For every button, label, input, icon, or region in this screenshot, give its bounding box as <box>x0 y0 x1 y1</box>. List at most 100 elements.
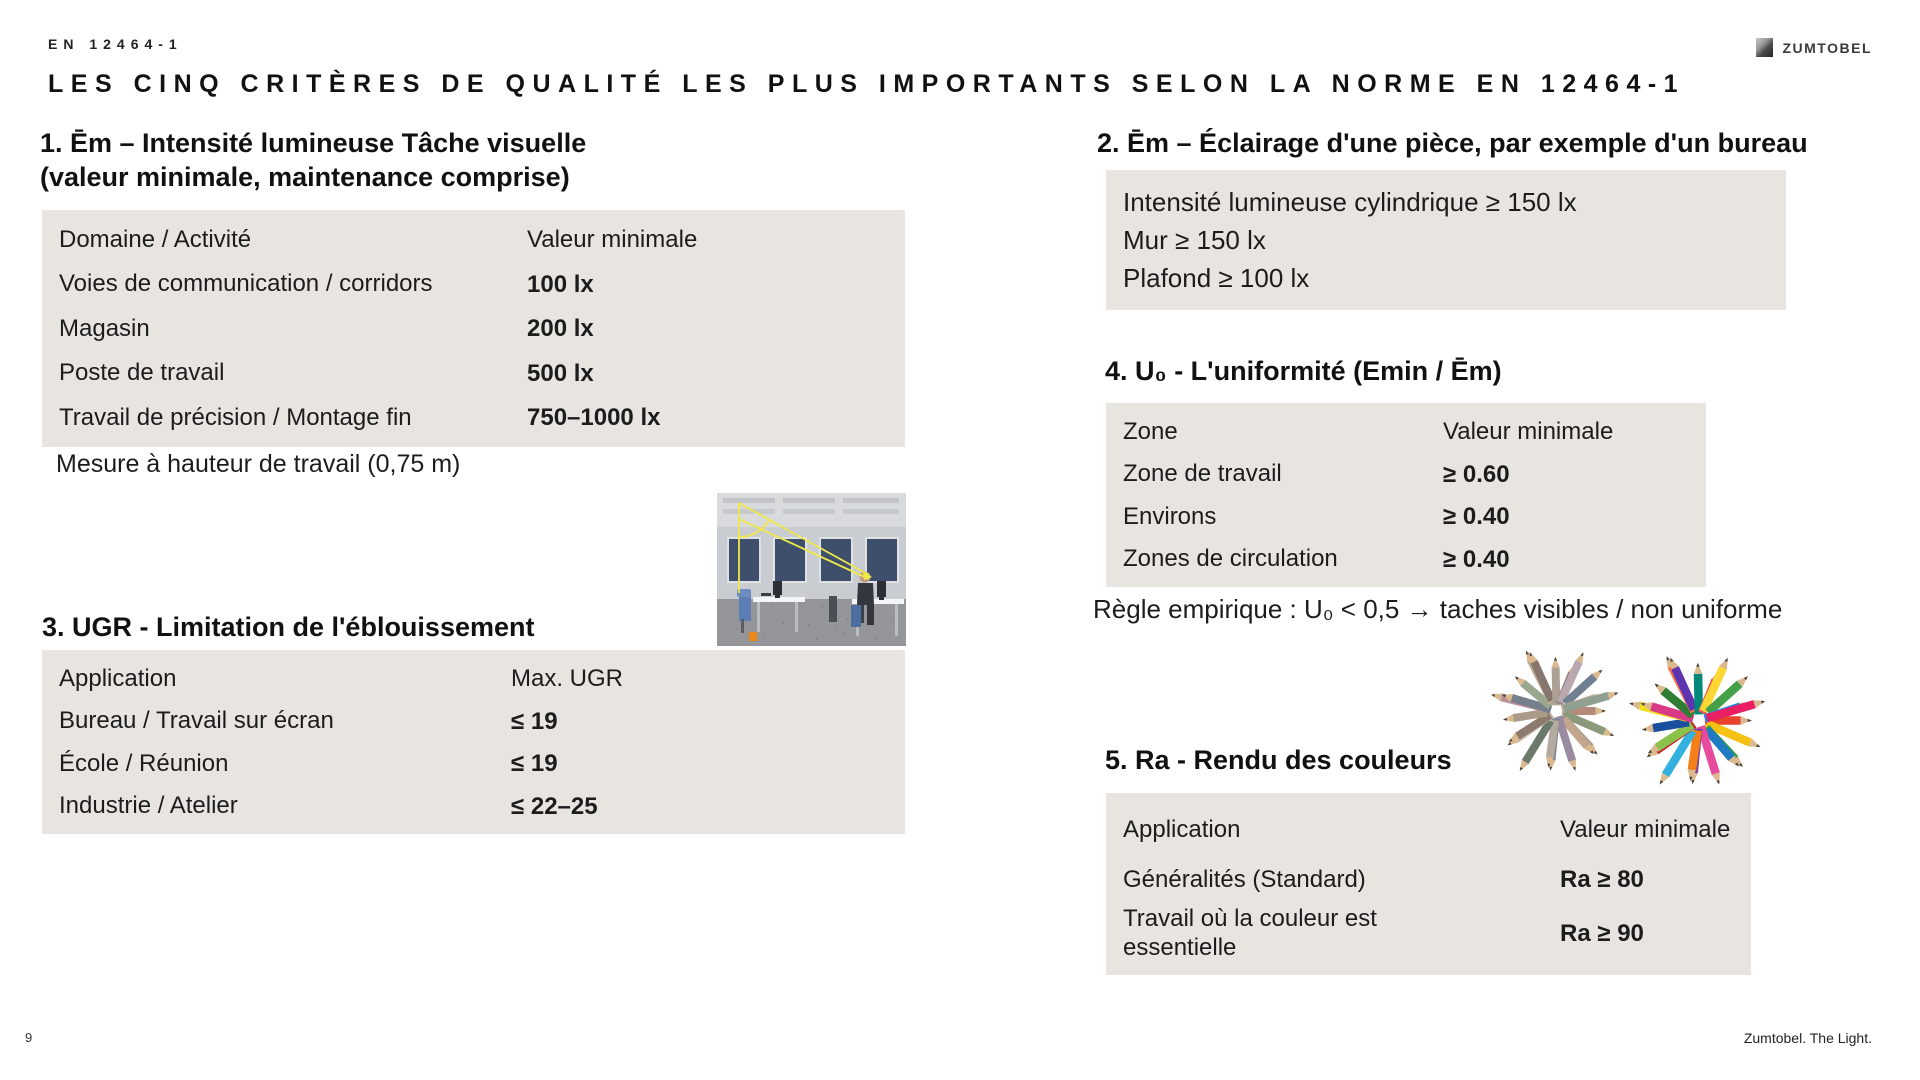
cell-label: Application <box>1123 815 1241 843</box>
pencil-point <box>1525 650 1530 655</box>
table-header-row: Application Max. UGR <box>42 658 905 701</box>
cell-label: Zone <box>1123 417 1178 445</box>
pencil-point <box>1614 692 1619 696</box>
pencil-point <box>1629 702 1634 706</box>
table-row: École / Réunion ≤ 19 <box>42 743 905 786</box>
table-row: Poste de travail 500 lx <box>42 352 905 397</box>
pencil-point <box>1529 652 1533 657</box>
pencil-point <box>1640 702 1645 707</box>
cell-value: 200 lx <box>527 315 594 343</box>
pencil-shaft <box>1554 715 1577 763</box>
standard-reference: EN 12464-1 <box>48 36 183 52</box>
pencil-tip <box>1503 714 1515 723</box>
section2-heading: 2. Ēm – Éclairage d'une pièce, par exemp… <box>1097 128 1808 158</box>
cell-value: ≥ 0.40 <box>1443 503 1510 531</box>
pencil-point <box>1491 694 1496 698</box>
table-row: Industrie / Atelier ≤ 22–25 <box>42 786 905 829</box>
cell-value: ≥ 0.60 <box>1443 460 1510 488</box>
pencil-point <box>1503 717 1508 721</box>
cell-value: Ra ≥ 90 <box>1560 919 1644 947</box>
pencil-shaft <box>1562 691 1610 713</box>
pencil-point <box>1514 676 1519 680</box>
cell-label: Magasin <box>59 314 150 342</box>
cell-label: Poste de travail <box>59 359 225 387</box>
room-illuminance-box: Intensité lumineuse cylindrique ≥ 150 lx… <box>1106 170 1786 310</box>
cell-value: Valeur minimale <box>527 226 698 254</box>
section1-heading-line1: 1. Ēm – Intensité lumineuse Tâche visuel… <box>40 128 587 158</box>
illuminance-task-table: Domaine / Activité Valeur minimale Voies d… <box>42 210 905 447</box>
cell-label: Voies de communication / corridors <box>59 270 433 298</box>
pencil-point <box>1593 750 1598 755</box>
cell-value: ≤ 19 <box>511 707 558 735</box>
pencil-point <box>1553 656 1557 661</box>
section1-heading-line2: (valeur minimale, maintenance comprise) <box>40 162 570 192</box>
infobox-line: Mur ≥ 150 lx <box>1123 225 1266 255</box>
table-row: Généralités (Standard) Ra ≥ 80 <box>1106 855 1751 905</box>
cell-value: ≤ 22–25 <box>511 792 598 820</box>
table-row: Zones de circulation ≥ 0.40 <box>1106 539 1706 582</box>
pencils-high-ra-image <box>1629 656 1766 785</box>
pencil-point <box>1696 662 1700 667</box>
table-row: Zone de travail ≥ 0.60 <box>1106 454 1706 497</box>
pencil-tip <box>1740 716 1752 725</box>
empirical-rule-note: Règle empirique : U₀ < 0,5 → taches visi… <box>1093 594 1783 624</box>
glare-angle-lines <box>738 502 870 593</box>
table-header-row: Domaine / Activité Valeur minimale <box>42 218 905 263</box>
pencil-shaft <box>1560 717 1590 749</box>
pencil-shaft <box>1696 725 1720 775</box>
cell-value: Ra ≥ 80 <box>1560 866 1644 893</box>
cell-value: 750–1000 lx <box>527 404 661 432</box>
pencil-point <box>1743 676 1748 681</box>
cell-value: Valeur minimale <box>1560 816 1731 843</box>
pencil-point <box>1609 732 1615 736</box>
pencil-point <box>1598 669 1603 674</box>
cell-value: Valeur minimale <box>1443 418 1614 446</box>
page-title: LES CINQ CRITÈRES DE QUALITÉ LES PLUS IM… <box>48 70 1686 98</box>
pencil-point <box>1659 780 1664 785</box>
zumtobel-logo-icon <box>1756 38 1774 57</box>
pencil-point <box>1747 718 1752 723</box>
pencil-shaft <box>1556 660 1583 705</box>
cell-label: Zone de travail <box>1123 460 1282 488</box>
pencil-shaft <box>1515 711 1553 740</box>
colour-rendering-table: Application Valeur minimale Généralités (S… <box>1106 793 1751 975</box>
pencil-point <box>1666 656 1670 661</box>
cell-label: Application <box>59 664 177 692</box>
cell-value: Max. UGR <box>511 665 624 693</box>
table-row: Magasin 200 lx <box>42 307 905 352</box>
office-glare-image <box>717 493 906 646</box>
pencil-shaft <box>1661 728 1697 778</box>
pencil-point <box>1547 763 1551 768</box>
table-row: Travail de précision / Montage fin 750–10… <box>42 396 905 441</box>
pencil-shaft <box>1551 667 1561 706</box>
pencil-point <box>1590 750 1594 755</box>
page-number: 9 <box>25 1030 33 1045</box>
pencil-point <box>1507 741 1512 746</box>
pencil-shaft <box>1652 717 1690 733</box>
pencil-point <box>1738 762 1743 768</box>
table-row: Travail où la couleur est essentielle Ra … <box>1106 905 1751 963</box>
cell-label: Bureau / Travail sur écran <box>59 707 334 735</box>
ugr-table: Application Max. UGR Bureau / Travail sur … <box>42 650 905 834</box>
pencil-point <box>1654 683 1659 688</box>
pencil-shaft <box>1520 680 1554 710</box>
pencil-shaft <box>1545 719 1560 758</box>
uniformity-table: Zone Valeur minimale Zone de travail ≥ 0.60… <box>1106 403 1706 587</box>
cell-label: École / Réunion <box>59 749 229 777</box>
pencil-shaft <box>1687 729 1702 771</box>
table-row: Bureau / Travail sur écran ≤ 19 <box>42 701 905 744</box>
pencil-point <box>1760 700 1766 704</box>
cell-value: 500 lx <box>527 359 594 387</box>
brand-logo: ZUMTOBEL <box>1756 38 1872 57</box>
pencil-point <box>1508 738 1513 742</box>
pencil-tip <box>1595 707 1606 715</box>
pencil-tip <box>1641 723 1654 733</box>
infobox-line: Plafond ≥ 100 lx <box>1123 263 1310 293</box>
table-header-row: Zone Valeur minimale <box>1106 411 1706 454</box>
cell-label: Généralités (Standard) <box>1123 865 1366 893</box>
pencil-point <box>1501 694 1506 698</box>
pencil-shaft <box>1693 673 1704 715</box>
pencil-shaft <box>1704 719 1752 747</box>
pencil-shaft <box>1705 700 1756 723</box>
